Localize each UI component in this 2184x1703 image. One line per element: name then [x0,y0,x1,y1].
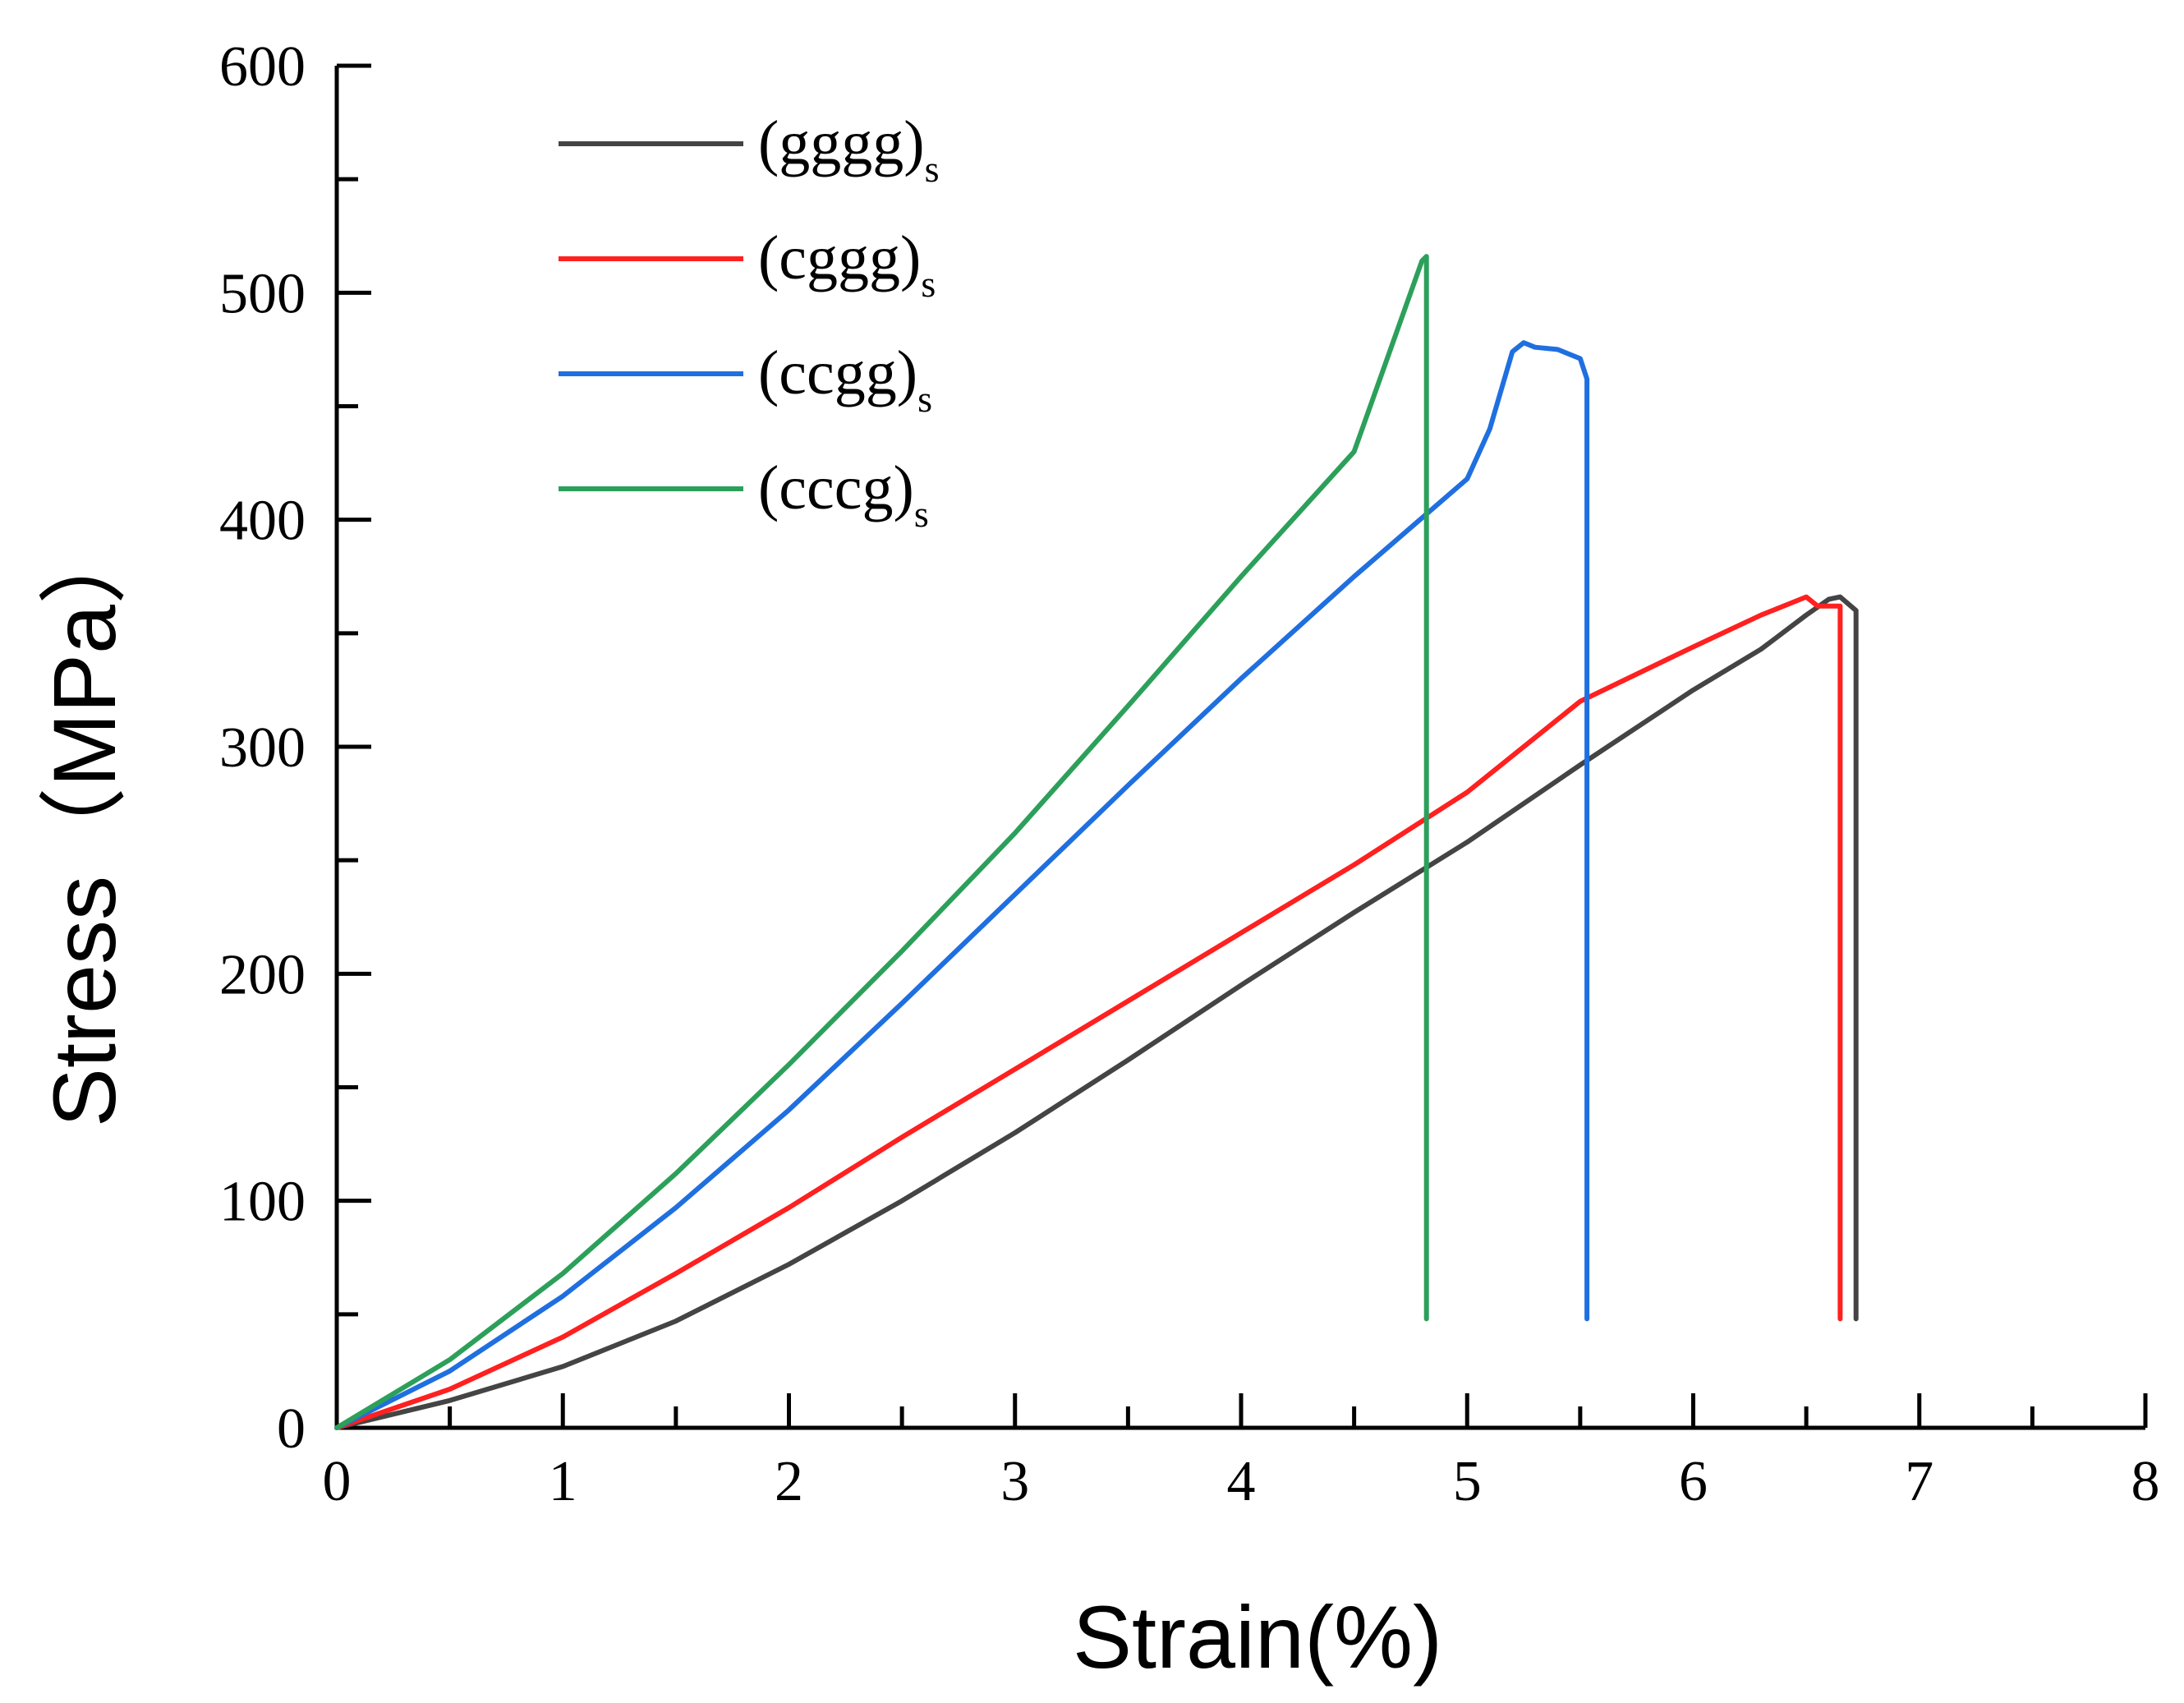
legend-label: (cccg)s [758,453,929,535]
legend-label: (cggg)s [758,223,936,305]
x-tick-label: 7 [1905,1450,1933,1513]
y-tick-label: 500 [219,262,306,325]
x-tick-label: 2 [775,1450,803,1513]
x-tick-label: 1 [549,1450,577,1513]
y-tick-label: 200 [219,943,306,1006]
x-tick-label: 6 [1679,1450,1708,1513]
y-tick-label: 400 [219,490,306,553]
legend-label: (ccgg)s [758,338,932,420]
series-line-gggg [334,594,1859,1430]
x-tick-label: 4 [1227,1450,1256,1513]
x-tick-label: 3 [1000,1450,1029,1513]
y-tick-label: 0 [277,1397,306,1461]
y-axis-title: Stress（MPa） [34,516,134,1127]
legend-label: (gggg)s [758,108,940,190]
axes-layer: 0 1 2 3 4 5 6 7 8 0 100 200 300 400 500 600 [219,35,2160,1513]
series-line-cccg [334,254,1429,1430]
legend: (gggg)s (cggg)s (ccgg)s (cccg)s [559,108,940,535]
y-tick-label: 600 [219,35,306,99]
series-line-ccgg [334,340,1590,1430]
y-tick-label: 300 [219,716,306,780]
x-tick-label: 0 [323,1450,352,1513]
y-tick-label: 100 [219,1171,306,1234]
series-line-cggg [334,594,1843,1430]
series-layer [334,254,1859,1430]
x-axis-title: Strain(%) [1073,1587,1442,1687]
x-tick-label: 5 [1453,1450,1482,1513]
x-tick-label: 8 [2131,1450,2160,1513]
